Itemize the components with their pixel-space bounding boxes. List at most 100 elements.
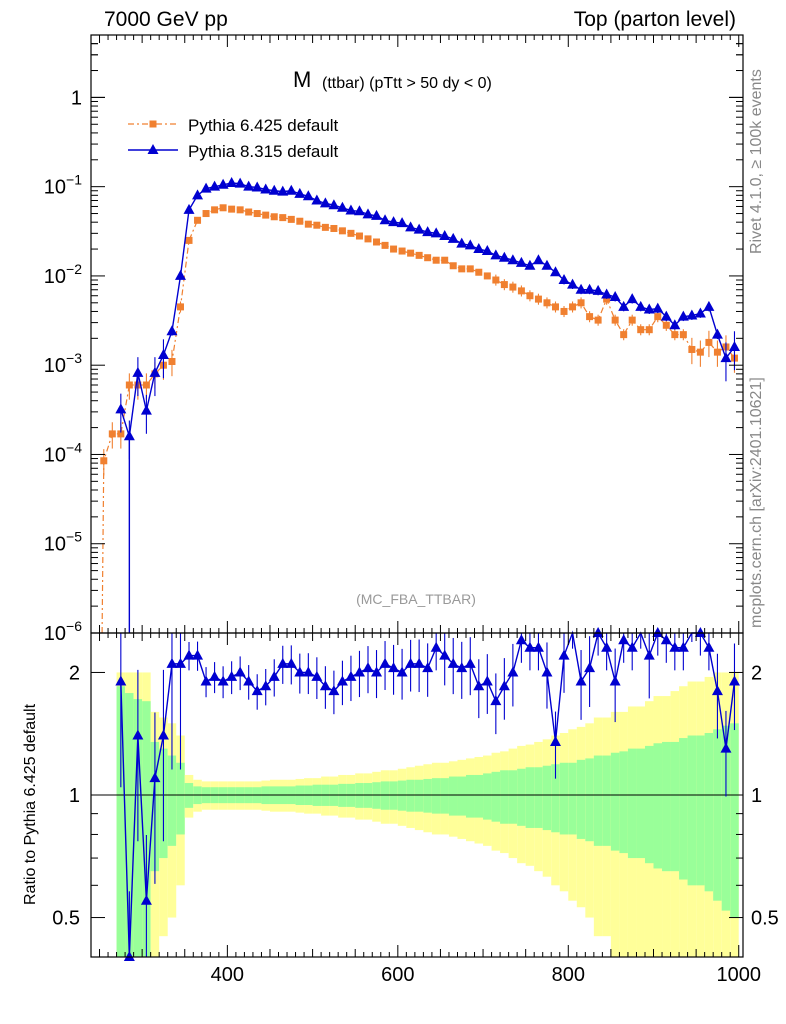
ratio-point — [328, 685, 340, 696]
ratio-point — [251, 685, 263, 696]
ratio-point — [660, 634, 672, 645]
ratio-point — [601, 641, 613, 652]
pythia8-point — [140, 404, 152, 415]
pythia6-point — [637, 326, 645, 334]
pythia8-point — [652, 302, 664, 313]
y-tick-exponent: −6 — [66, 618, 82, 634]
ratio-point — [490, 695, 502, 706]
x-tick-label: 1000 — [716, 964, 761, 986]
pythia8-point — [345, 204, 357, 215]
pythia8-point — [515, 256, 527, 267]
header-process: Top (parton level) — [573, 8, 736, 31]
pythia6-point — [313, 221, 321, 229]
mcplots-label: mcplots.cern.ch [arXiv:2401.10621] — [748, 377, 765, 628]
ratio-point — [302, 666, 314, 677]
ratio-point — [558, 649, 570, 660]
ratio-point — [618, 634, 630, 645]
ratio-band-inner — [483, 773, 492, 820]
ratio-y-tick-label: 2 — [69, 662, 80, 684]
ratio-point — [652, 627, 664, 637]
pythia6-point — [569, 303, 577, 311]
ratio-y-axis-label: Ratio to Pythia 6.425 default — [22, 703, 39, 905]
pythia6-point — [603, 295, 611, 303]
pythia8-point — [626, 293, 638, 304]
pythia8-point — [567, 278, 579, 289]
pythia8-point — [703, 300, 715, 311]
pythia8-point — [336, 201, 348, 212]
pythia8-point — [243, 180, 255, 191]
pythia6-point — [185, 236, 193, 244]
pythia8-point — [123, 430, 135, 441]
y-tick-base: 10 — [44, 444, 66, 466]
y-tick-base: 1 — [71, 87, 82, 109]
pythia6-point — [100, 457, 108, 465]
plot-title-main: M — [293, 67, 311, 92]
pythia8-point — [711, 328, 723, 339]
pythia8-point — [422, 226, 434, 237]
ratio-point — [345, 670, 357, 681]
ratio-point — [584, 662, 596, 673]
header-energy: 7000 GeV pp — [104, 8, 228, 31]
ratio-point — [123, 951, 135, 961]
pythia8-point — [643, 303, 655, 314]
ratio-point — [575, 675, 587, 686]
pythia6-point — [338, 227, 346, 235]
pythia8-point — [396, 217, 408, 228]
ratio-band-inner — [730, 723, 739, 918]
pythia6-line — [101, 207, 735, 634]
ratio-point — [174, 657, 186, 668]
pythia6-point — [679, 331, 687, 339]
pythia8-point — [226, 176, 238, 187]
ratio-band-inner — [534, 767, 543, 828]
pythia6-point — [534, 295, 542, 303]
ratio-point — [541, 666, 553, 677]
legend-pythia8-marker — [147, 144, 159, 154]
ratio-band-inner — [167, 755, 177, 846]
pythia8-point — [285, 184, 297, 195]
pythia6-point — [219, 204, 227, 212]
pythia6-point — [330, 224, 338, 232]
ratio-band-inner — [116, 686, 126, 957]
pythia8-point — [558, 274, 570, 285]
ratio-point — [728, 675, 740, 686]
pythia8-point — [405, 221, 417, 232]
pythia6-point — [620, 331, 628, 339]
ratio-y-tick-label-right: 0.5 — [751, 908, 779, 930]
pythia6-point — [449, 262, 457, 270]
pythia8-point — [669, 319, 681, 330]
ratio-point — [413, 657, 425, 668]
y-tick-base: 10 — [44, 623, 66, 645]
pythia8-point — [379, 214, 391, 225]
y-tick-base: 10 — [44, 266, 66, 288]
y-tick-exponent: −4 — [66, 439, 82, 455]
ratio-band-inner — [568, 762, 577, 835]
pythia6-point — [296, 217, 304, 225]
pythia8-point — [362, 208, 374, 219]
ratio-point — [319, 680, 331, 691]
pythia6-point — [424, 254, 432, 262]
ratio-y-tick-label-right: 2 — [751, 662, 762, 684]
ratio-band-inner — [696, 735, 705, 886]
ratio-band-inner — [500, 770, 509, 824]
pythia6-point — [466, 265, 474, 273]
pythia8-point — [532, 254, 544, 265]
pythia8-point — [635, 300, 647, 311]
y-tick-exponent: −5 — [66, 529, 82, 545]
ratio-point — [524, 641, 536, 652]
pythia8-point — [481, 245, 493, 256]
ratio-point — [311, 670, 323, 681]
pythia8-point — [456, 237, 468, 248]
ratio-band-inner — [542, 765, 552, 831]
pythia6-point — [168, 358, 176, 366]
pythia8-point — [328, 199, 340, 210]
ratio-band-inner — [551, 764, 560, 833]
ratio-point — [132, 729, 144, 740]
ratio-point — [473, 680, 485, 691]
pythia6-point — [287, 215, 295, 223]
pythia8-point — [720, 352, 732, 363]
ratio-band-inner — [508, 770, 518, 824]
ratio-point — [192, 649, 204, 660]
y-tick-label: 10−3 — [44, 350, 82, 377]
pythia6-point — [415, 251, 423, 259]
pythia8-point — [353, 205, 365, 216]
